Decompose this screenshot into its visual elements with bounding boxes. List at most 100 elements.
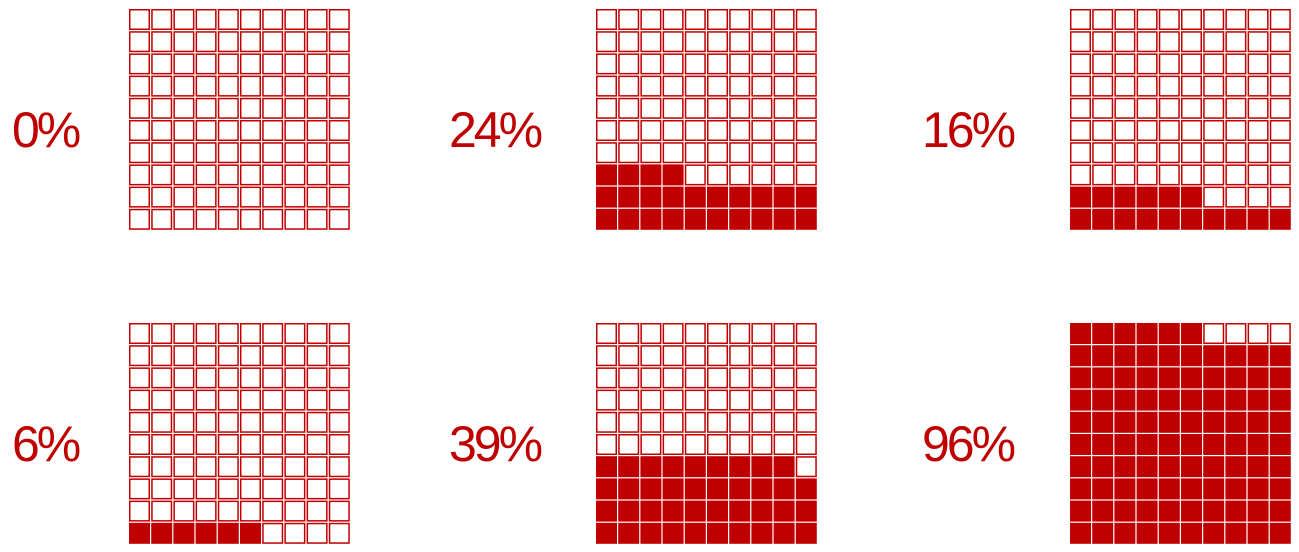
waffle-cell-empty <box>1203 164 1225 186</box>
waffle-percent-label: 96% <box>922 416 1015 472</box>
waffle-cell-filled <box>618 186 640 208</box>
waffle-cell-filled <box>684 500 706 522</box>
waffle-cell-filled <box>217 522 239 544</box>
waffle-cell-filled <box>1136 367 1158 389</box>
waffle-cell-empty <box>1203 142 1225 164</box>
waffle-cell-filled <box>1092 208 1114 230</box>
waffle-cell-empty <box>729 434 751 455</box>
waffle-cell-filled <box>1269 345 1291 367</box>
waffle-cell-filled <box>1136 478 1158 500</box>
waffle-cell-empty <box>151 120 173 141</box>
waffle-cell-empty <box>284 522 306 544</box>
waffle-cell-filled <box>1158 434 1180 455</box>
waffle-cell-empty <box>729 97 751 119</box>
waffle-cell-filled <box>1070 434 1091 455</box>
waffle-cell-empty <box>618 75 640 97</box>
waffle-cell-filled <box>1114 478 1136 500</box>
waffle-cell-filled <box>596 186 617 208</box>
waffle-cell-filled <box>1114 345 1136 367</box>
waffle-cell-empty <box>328 411 350 433</box>
waffle-cell-filled <box>1070 456 1091 478</box>
waffle-cell-filled <box>129 522 150 544</box>
waffle-cell-filled <box>1203 411 1225 433</box>
waffle-cell-empty <box>306 389 328 411</box>
waffle-cell-empty <box>662 53 684 75</box>
waffle-cell-empty <box>751 389 773 411</box>
waffle-cell-empty <box>1181 142 1202 164</box>
waffle-cell-filled <box>662 478 684 500</box>
waffle-cell-empty <box>173 478 195 500</box>
waffle-cell-empty <box>707 367 728 389</box>
waffle-cell-filled <box>1203 367 1225 389</box>
waffle-cell-empty <box>596 411 617 433</box>
waffle-cell-empty <box>284 411 306 433</box>
waffle-cell-empty <box>284 31 306 53</box>
waffle-cell-filled <box>596 208 617 230</box>
waffle-cell-empty <box>1114 75 1136 97</box>
waffle-cell-filled <box>662 164 684 186</box>
waffle-cell-empty <box>306 367 328 389</box>
waffle-cell-empty <box>173 456 195 478</box>
waffle-cell-filled <box>1181 411 1202 433</box>
waffle-cell-empty <box>129 456 150 478</box>
waffle-cell-empty <box>1225 323 1247 344</box>
waffle-cell-filled <box>662 186 684 208</box>
waffle-cell-filled <box>1225 345 1247 367</box>
waffle-cell-empty <box>596 345 617 367</box>
waffle-cell-empty <box>1114 9 1136 30</box>
waffle-cell-empty <box>795 164 817 186</box>
waffle-cell-empty <box>195 75 217 97</box>
waffle-cell-filled <box>707 186 728 208</box>
waffle-cell-empty <box>151 345 173 367</box>
waffle-cell-empty <box>151 142 173 164</box>
waffle-cell-empty <box>240 208 261 230</box>
waffle-cell-empty <box>1225 97 1247 119</box>
waffle-cell-empty <box>684 75 706 97</box>
waffle-cell-filled <box>640 522 662 544</box>
waffle-cell-empty <box>773 434 795 455</box>
waffle-panel: 16% <box>922 9 1291 230</box>
waffle-cell-empty <box>795 434 817 455</box>
waffle-cell-empty <box>596 53 617 75</box>
waffle-cell-empty <box>217 97 239 119</box>
waffle-cell-filled <box>151 522 173 544</box>
waffle-cell-empty <box>618 434 640 455</box>
waffle-cell-empty <box>240 345 261 367</box>
waffle-cell-filled <box>1225 434 1247 455</box>
waffle-cell-empty <box>217 345 239 367</box>
waffle-cell-empty <box>662 97 684 119</box>
waffle-cell-empty <box>262 186 284 208</box>
waffle-cell-filled <box>795 522 817 544</box>
waffle-cell-empty <box>596 434 617 455</box>
waffle-cell-empty <box>195 142 217 164</box>
waffle-cell-empty <box>217 411 239 433</box>
waffle-cell-empty <box>1114 97 1136 119</box>
waffle-cell-filled <box>1269 411 1291 433</box>
waffle-cell-filled <box>729 186 751 208</box>
waffle-panel: 24% <box>449 9 817 230</box>
waffle-cell-filled <box>1181 500 1202 522</box>
waffle-cell-empty <box>1247 120 1269 141</box>
waffle-cell-filled <box>1247 478 1269 500</box>
waffle-cell-empty <box>328 120 350 141</box>
waffle-cell-empty <box>618 9 640 30</box>
waffle-cell-filled <box>1158 411 1180 433</box>
waffle-cell-empty <box>795 411 817 433</box>
waffle-cell-empty <box>618 120 640 141</box>
waffle-cell-empty <box>1070 164 1091 186</box>
waffle-cell-empty <box>151 411 173 433</box>
waffle-cell-empty <box>173 323 195 344</box>
waffle-cell-filled <box>1158 323 1180 344</box>
waffle-cell-filled <box>1225 411 1247 433</box>
waffle-cell-empty <box>684 389 706 411</box>
waffle-cell-empty <box>1070 53 1091 75</box>
waffle-cell-filled <box>1225 456 1247 478</box>
waffle-cell-filled <box>1114 323 1136 344</box>
waffle-cell-filled <box>596 164 617 186</box>
waffle-cell-empty <box>306 31 328 53</box>
waffle-cell-empty <box>795 53 817 75</box>
waffle-cell-empty <box>1247 186 1269 208</box>
waffle-cell-empty <box>173 53 195 75</box>
waffle-cell-empty <box>1136 142 1158 164</box>
waffle-cell-empty <box>795 9 817 30</box>
